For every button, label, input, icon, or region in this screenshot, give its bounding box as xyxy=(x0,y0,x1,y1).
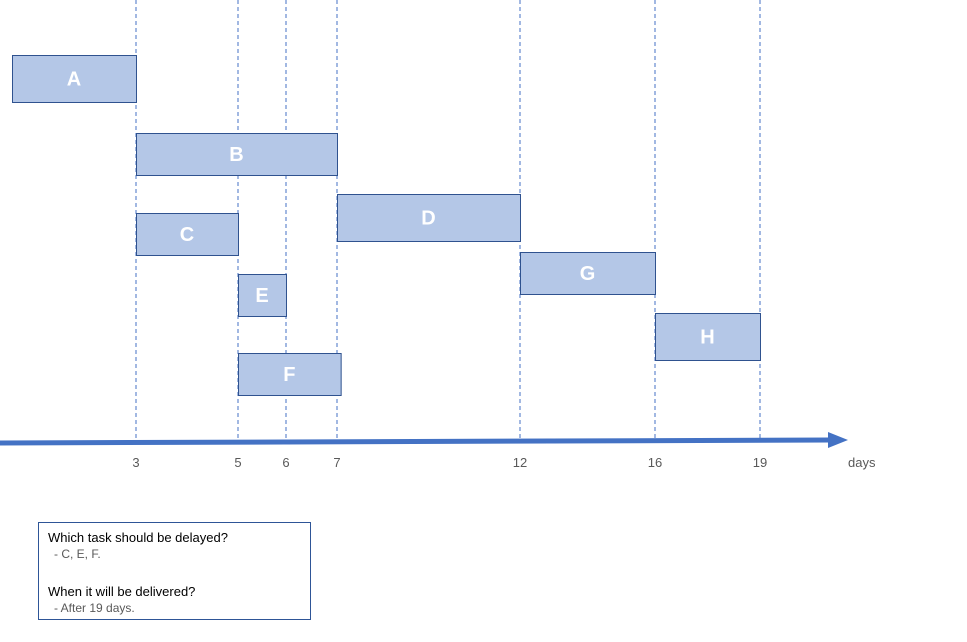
time-axis-line xyxy=(0,437,833,446)
task-bars: A B C D E F G H xyxy=(12,55,761,396)
task-label-b: B xyxy=(229,144,243,166)
task-rect-h xyxy=(655,313,761,361)
task-label-g: G xyxy=(580,263,596,285)
tick-label-16: 16 xyxy=(648,455,662,470)
time-axis-arrowhead xyxy=(828,432,848,448)
task-rect-f xyxy=(238,353,342,396)
task-bar-f: F xyxy=(238,353,342,396)
tick-label-3: 3 xyxy=(132,455,139,470)
question-delivery: When it will be delivered? xyxy=(48,584,196,599)
task-label-f: F xyxy=(283,364,295,386)
tick-labels: 3 5 6 7 12 16 19 xyxy=(132,455,767,470)
task-rect-g xyxy=(520,252,656,295)
task-rect-d xyxy=(337,194,521,242)
axis-unit-label: days xyxy=(848,455,876,470)
task-bar-c: C xyxy=(136,213,239,256)
answer-delay: - C, E, F. xyxy=(54,547,101,561)
tick-label-12: 12 xyxy=(513,455,527,470)
task-label-a: A xyxy=(67,69,81,91)
answer-delivery: - After 19 days. xyxy=(54,601,135,615)
task-label-c: C xyxy=(180,224,194,246)
task-rect-e xyxy=(238,274,287,317)
task-rect-a xyxy=(12,55,137,103)
question-answer-box: Which task should be delayed? - C, E, F.… xyxy=(38,522,311,620)
task-bar-b: B xyxy=(136,133,338,176)
task-bar-d: D xyxy=(337,194,521,242)
task-label-e: E xyxy=(255,285,268,307)
tick-label-6: 6 xyxy=(282,455,289,470)
tick-label-7: 7 xyxy=(333,455,340,470)
tick-label-19: 19 xyxy=(753,455,767,470)
task-bar-g: G xyxy=(520,252,656,295)
task-rect-c xyxy=(136,213,239,256)
task-bar-e: E xyxy=(238,274,287,317)
question-delay: Which task should be delayed? xyxy=(48,530,228,545)
task-label-d: D xyxy=(421,208,435,230)
tick-label-5: 5 xyxy=(234,455,241,470)
task-bar-h: H xyxy=(655,313,761,361)
task-bar-a: A xyxy=(12,55,137,103)
time-axis xyxy=(0,432,848,448)
task-rect-b xyxy=(136,133,338,176)
task-label-h: H xyxy=(700,327,714,349)
